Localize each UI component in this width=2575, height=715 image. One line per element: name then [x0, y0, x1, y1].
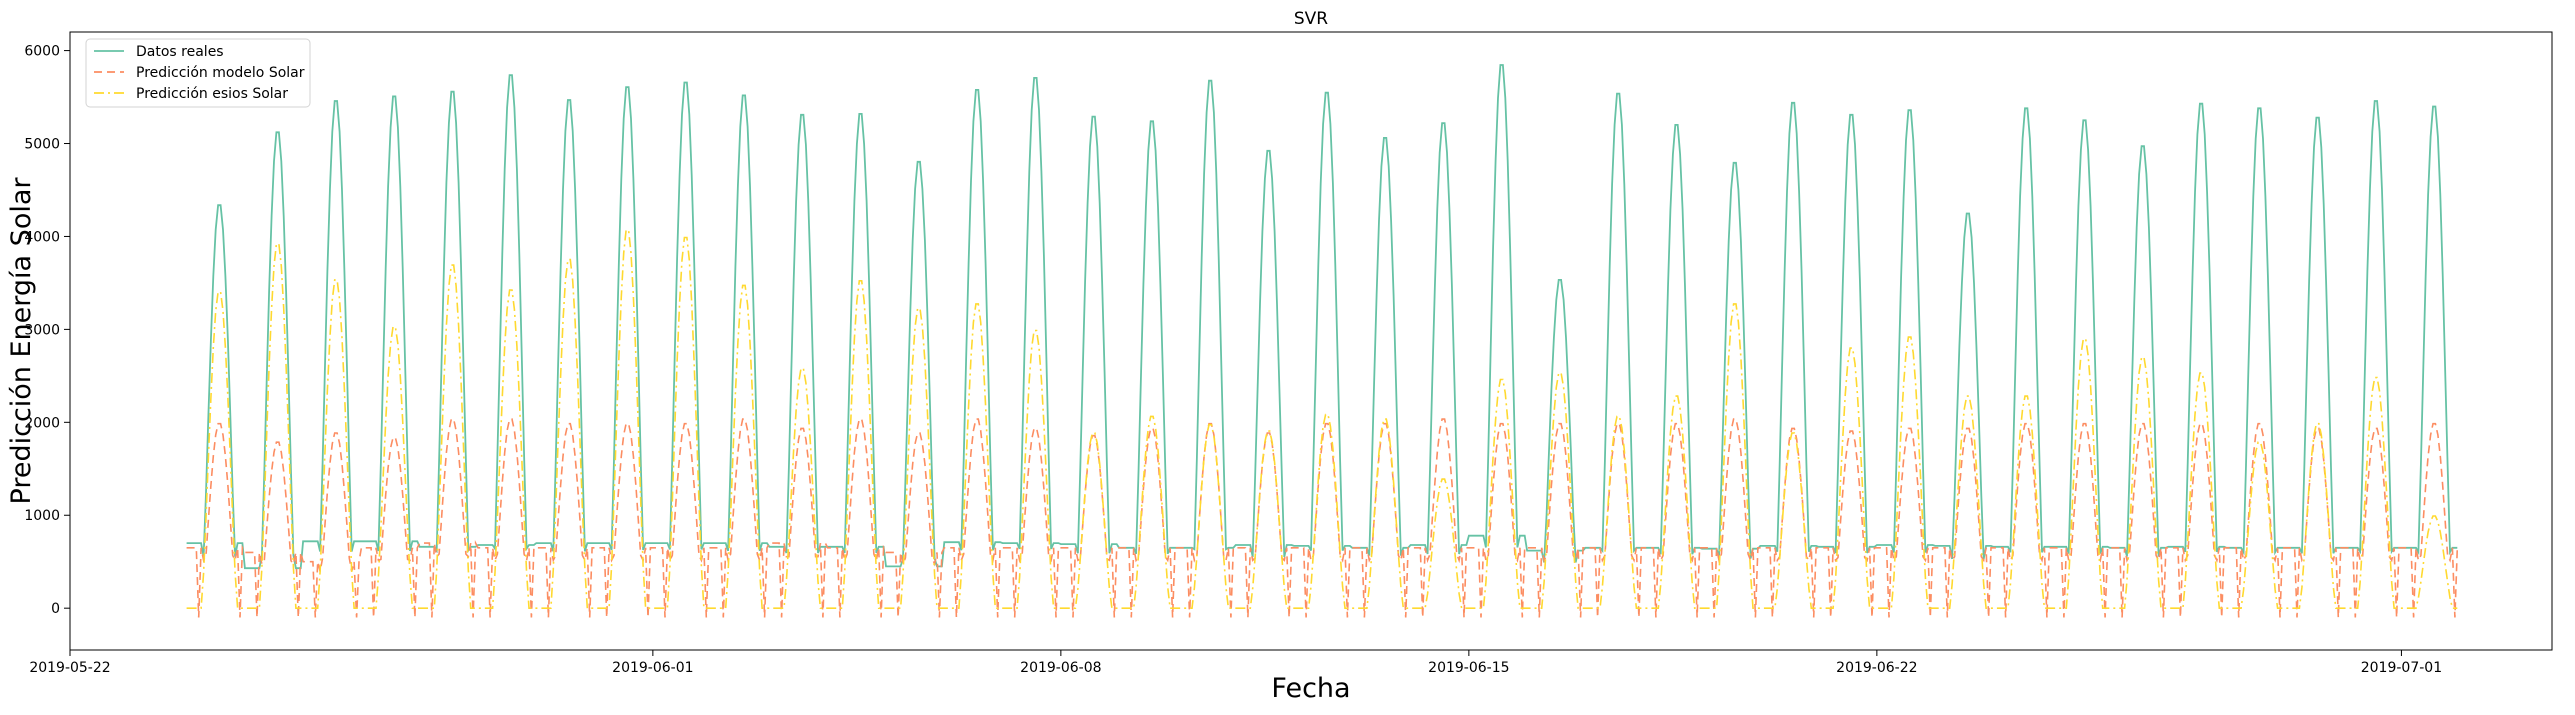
x-ticks: 2019-05-22 2019-06-01 2019-06-08 2019-06-15…: [29, 650, 2442, 676]
y-ticks: 0 1000 2000 3000 4000 5000 6000: [24, 44, 70, 617]
series-line-1: [186, 64, 2458, 570]
x-tick-label: 2019-06-08: [1020, 660, 1101, 676]
y-tick-label: 5000: [24, 137, 60, 153]
x-tick-label: 2019-06-22: [1836, 660, 1917, 676]
y-tick-label: 4000: [24, 229, 60, 245]
series-line-2: [186, 418, 2459, 618]
x-tick-label: 2019-07-01: [2361, 660, 2442, 676]
series-line-3: [186, 229, 2458, 610]
legend: Datos reales Predicción modelo Solar Predi…: [85, 38, 311, 108]
x-axis-title: Fecha: [1271, 673, 1350, 704]
y-tick-label: 6000: [24, 44, 60, 60]
y-tick-label: 2000: [24, 415, 60, 431]
y-axis-title: Predicción Energía Solar: [6, 177, 37, 505]
y-tick-label: 0: [51, 601, 60, 617]
y-tick-label: 3000: [24, 322, 60, 338]
legend-label: Predicción esios Solar: [136, 86, 288, 102]
y-tick-label: 1000: [24, 508, 60, 524]
x-tick-label: 2019-06-15: [1428, 660, 1509, 676]
series-layer: [186, 64, 2459, 618]
legend-label: Predicción modelo Solar: [136, 65, 305, 81]
legend-label: Datos reales: [136, 44, 224, 60]
x-tick-label: 2019-06-01: [612, 660, 693, 676]
x-tick-label: 2019-05-22: [29, 660, 110, 676]
legend-box: [85, 38, 311, 108]
chart-title: SVR: [1294, 9, 1328, 29]
